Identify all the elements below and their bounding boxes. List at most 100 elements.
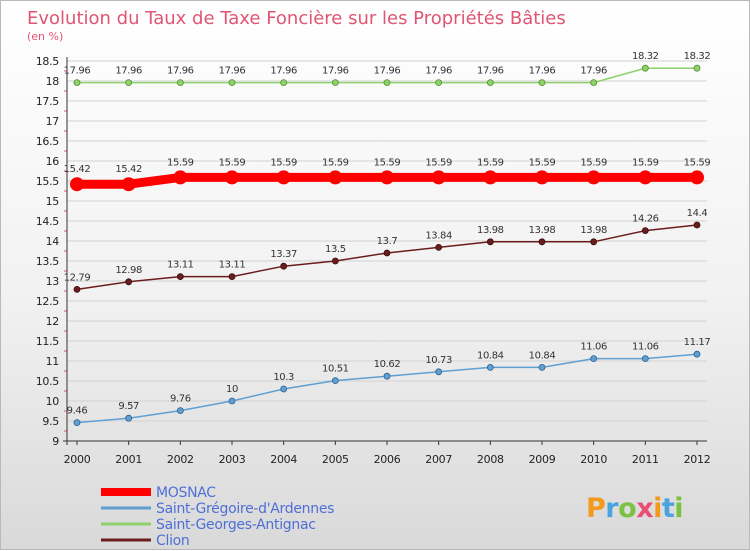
data-label: 15.59 [477,157,504,168]
series-saint-georges-antignac: 17.96 17.96 17.96 17.96 17.96 17.96 17.96 17.96… [64,51,711,86]
data-label: 17.96 [425,66,452,77]
data-point [70,177,84,192]
data-label: 17.96 [477,66,504,77]
data-label: 15.59 [167,157,194,168]
y-tick-label: 18 [46,75,60,88]
data-point [280,262,288,270]
data-label: 12.79 [64,272,91,283]
data-point [535,170,549,185]
legend-label: Saint-Georges-Antignac [156,517,316,533]
data-label: 11.06 [632,342,659,353]
logo-letter: r [605,493,619,524]
y-tick-label: 13.5 [36,255,60,268]
x-tick-label: 2010 [580,453,607,466]
data-label: 15.59 [270,157,297,168]
data-label: 14.4 [687,208,708,219]
data-point [228,79,236,86]
data-point [121,177,136,192]
data-point [176,407,184,415]
series-group: 17.96 17.96 17.96 17.96 17.96 17.96 17.96 17.96… [64,51,711,427]
data-point [328,170,343,185]
data-label: 14.26 [632,214,659,225]
data-point [73,79,81,86]
data-point [225,170,239,185]
x-tick-label: 2007 [425,453,452,466]
data-point [125,79,133,86]
logo-letter: x [636,493,653,524]
data-point [380,170,394,185]
data-label: 15.59 [684,157,711,168]
data-point [538,79,546,86]
y-tick-label: 10.5 [36,375,60,388]
data-point [693,64,701,72]
data-label: 15.59 [529,157,556,168]
data-point [590,355,598,363]
y-tick-label: 14 [46,235,60,248]
data-point [125,278,133,286]
data-label: 15.59 [374,157,401,168]
data-label: 17.96 [374,66,401,77]
y-tick-label: 11 [46,355,59,368]
data-label: 10.84 [529,350,556,361]
data-label: 9.46 [67,406,88,417]
y-tick-label: 15 [46,195,60,208]
chart-title: Evolution du Taux de Taxe Foncière sur l… [27,8,566,29]
y-tick-label: 16.5 [36,135,60,148]
data-point [590,79,598,86]
series-saint-gr-goire-d-ardennes: 9.46 9.57 9.76 10 10.3 10.51 10.62 10.73 10.84 10… [67,337,711,427]
data-label: 10.62 [374,359,401,370]
data-point [641,227,649,235]
data-point [690,170,704,185]
logo-letter: P [586,493,605,524]
data-label: 13.7 [377,236,398,247]
logo-letter: i [653,493,662,524]
data-point [280,385,288,393]
x-tick-label: 2011 [632,453,659,466]
data-label: 17.96 [529,66,556,77]
data-label: 10 [226,384,238,395]
data-point [176,79,184,86]
legend: MOSNACSaint-Grégoire-d'ArdennesSaint-Geo… [101,485,334,549]
y-tick-label: 13 [46,275,60,288]
y-tick-label: 18.5 [36,55,60,68]
y-tick-label: 12.5 [36,295,60,308]
y-tick-label: 16 [46,155,60,168]
data-label: 11.06 [580,342,607,353]
legend-label: Saint-Grégoire-d'Ardennes [156,501,334,517]
data-point [486,238,494,246]
data-label: 13.98 [477,225,504,236]
data-point [483,170,498,185]
x-tick-label: 2006 [374,453,401,466]
data-label: 13.98 [580,225,607,236]
data-label: 13.5 [325,244,346,255]
x-tick-label: 2009 [529,453,556,466]
data-label: 10.73 [425,355,452,366]
data-point [331,377,339,385]
y-tick-label: 17 [46,115,60,128]
series-clion: 12.79 12.98 13.11 13.11 13.37 13.5 13.7 13.84 13… [64,208,708,293]
data-label: 17.96 [219,66,246,77]
data-label: 9.57 [118,401,139,412]
x-tick-label: 2004 [270,453,297,466]
data-label: 13.11 [219,260,246,271]
data-label: 17.96 [115,66,142,77]
data-label: 9.76 [170,394,191,405]
y-tick-label: 9 [52,435,59,448]
data-point [586,170,601,185]
data-label: 15.42 [64,164,91,175]
logo-letter: t [662,493,675,524]
data-point [383,372,391,380]
x-tick-label: 2002 [167,453,194,466]
data-label: 17.96 [322,66,349,77]
legend-label: Clion [156,533,190,549]
data-point [331,79,339,86]
y-tick-label: 14.5 [36,215,60,228]
data-label: 15.59 [322,157,349,168]
data-point [435,368,443,376]
x-tick-label: 2012 [684,453,711,466]
data-point [538,363,546,371]
y-tick-label: 12 [46,315,59,328]
y-tick-label: 10 [46,395,60,408]
data-label: 15.59 [632,157,659,168]
